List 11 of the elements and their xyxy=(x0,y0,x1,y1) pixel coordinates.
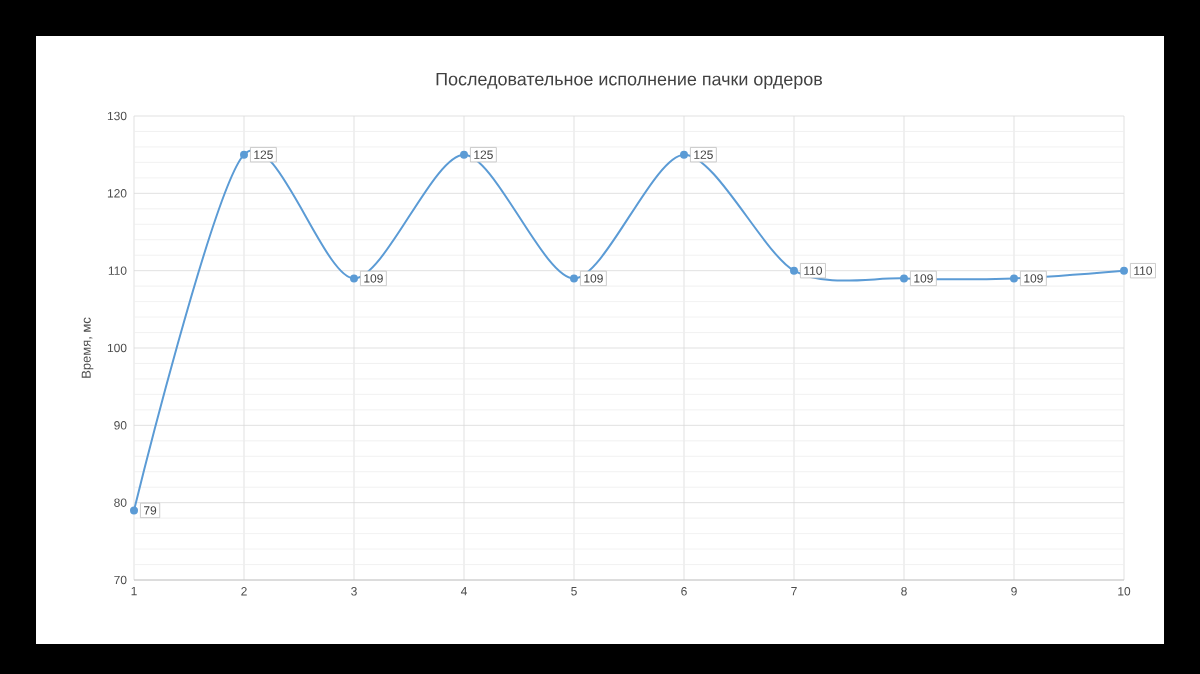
point xyxy=(460,150,468,159)
point xyxy=(130,506,138,515)
point xyxy=(1120,266,1128,275)
point xyxy=(240,150,248,159)
chart-title: Последовательное исполнение пачки ордеров xyxy=(436,72,822,90)
point xyxy=(680,150,688,159)
point xyxy=(350,274,358,283)
point xyxy=(570,274,578,283)
point xyxy=(900,274,908,283)
point xyxy=(790,266,798,275)
point xyxy=(1010,274,1018,283)
